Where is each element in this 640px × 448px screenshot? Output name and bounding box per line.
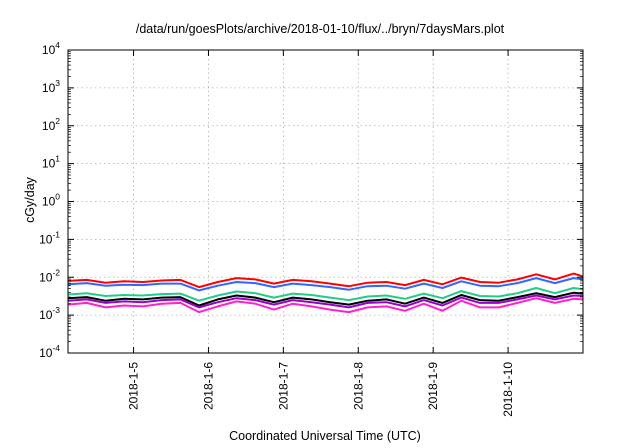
x-axis-label: Coordinated Universal Time (UTC) [229,429,421,443]
series-line-5 [67,294,584,309]
y-tick-label: 10-1 [39,229,60,246]
y-tick-label: 102 [42,116,60,133]
series-line-6 [67,297,584,314]
x-tick-label: 2018-1-8 [351,362,365,410]
x-tick-label: 2018-1-7 [276,362,290,410]
chart-title: /data/run/goesPlots/archive/2018-01-10/f… [136,22,505,36]
grid [68,50,583,353]
y-tick-label: 10-2 [39,267,60,284]
x-tick-label: 2018-1-5 [127,362,141,410]
x-ticks: 2018-1-5 2018-1-6 2018-1-7 2018-1-8 2018-1-9… [127,50,515,417]
series-line-3 [67,287,584,302]
x-tick-label: 2018-1-6 [201,362,215,410]
x-tick-label: 2018-1-10 [501,362,515,417]
y-tick-label: 103 [42,78,60,95]
y-axis-label: cGy/day [23,176,37,223]
y-tick-label: 101 [42,154,60,171]
y-tick-label: 100 [42,192,60,209]
series-group [67,272,584,314]
y-tick-label: 10-4 [39,343,60,360]
y-tick-label: 10-3 [39,305,60,322]
series-line-2 [67,277,584,292]
y-ticks: 104 103 102 101 100 10-1 10-2 10-3 10-4 [39,40,583,360]
x-tick-label: 2018-1-9 [426,362,440,410]
series-line-4 [67,291,584,307]
y-tick-label: 104 [42,40,60,57]
series-line-1 [67,272,584,289]
